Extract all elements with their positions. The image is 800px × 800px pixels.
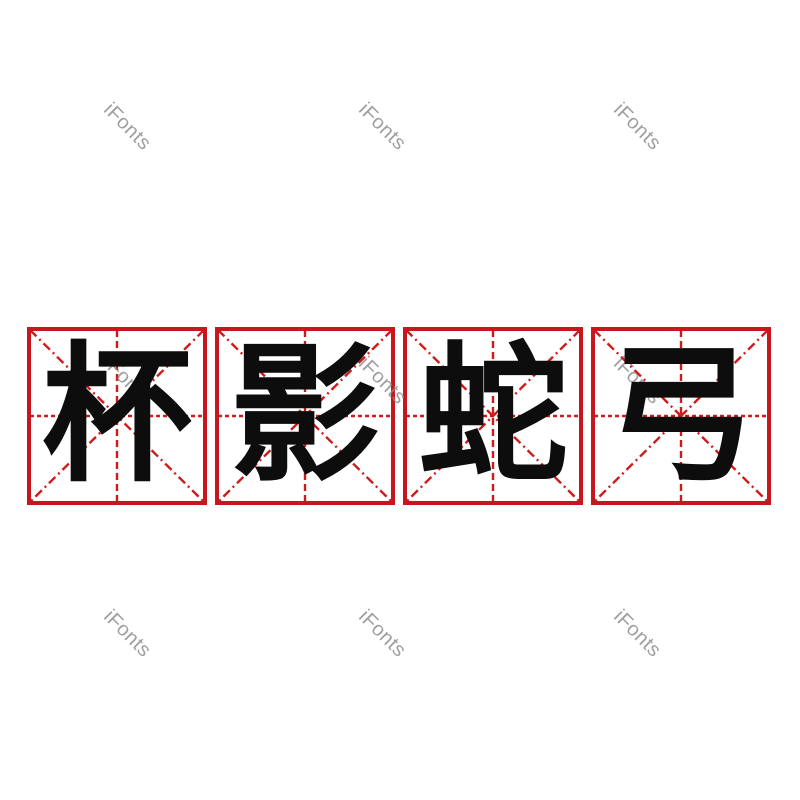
- watermark-ifonts: iFonts: [99, 98, 156, 155]
- mi-grid-lines: [27, 327, 207, 505]
- cell-border: [27, 327, 207, 505]
- idiom-character-4: 弓: [605, 329, 756, 503]
- practice-grid-row: 杯 影 蛇: [27, 327, 771, 505]
- grid-cell-1: 杯: [27, 327, 207, 505]
- idiom-character-2: 影: [229, 329, 380, 503]
- idiom-character-3: 蛇: [417, 329, 568, 503]
- mi-grid-lines: [591, 327, 771, 505]
- watermark-ifonts: iFonts: [609, 98, 666, 155]
- watermark-ifonts: iFonts: [354, 98, 411, 155]
- mi-grid-lines: [215, 327, 395, 505]
- cell-border: [591, 327, 771, 505]
- grid-cell-2: 影: [215, 327, 395, 505]
- idiom-character-1: 杯: [41, 329, 192, 503]
- grid-cell-3: 蛇: [403, 327, 583, 505]
- cell-border: [215, 327, 395, 505]
- watermark-ifonts: iFonts: [99, 605, 156, 662]
- mi-grid-lines: [403, 327, 583, 505]
- cell-border: [403, 327, 583, 505]
- grid-cell-4: 弓: [591, 327, 771, 505]
- watermark-ifonts: iFonts: [354, 605, 411, 662]
- watermark-ifonts: iFonts: [609, 605, 666, 662]
